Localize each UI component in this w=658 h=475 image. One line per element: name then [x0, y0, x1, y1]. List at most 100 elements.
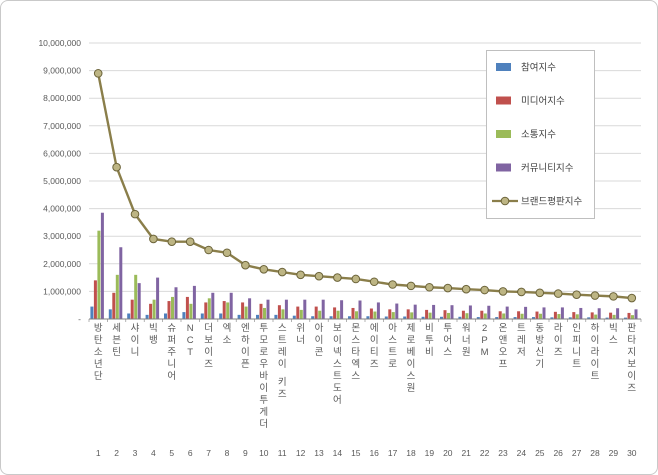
rank-label: 9	[243, 448, 248, 458]
rank-label: 15	[351, 448, 361, 458]
legend-item-0: 참여지수	[496, 62, 556, 74]
line-marker	[314, 271, 324, 281]
rank-label: 29	[609, 448, 619, 458]
bar	[597, 308, 601, 319]
bar	[579, 307, 583, 319]
bar	[616, 308, 620, 319]
bar	[495, 317, 499, 319]
bar	[156, 277, 160, 319]
bar	[450, 305, 454, 319]
bar	[318, 310, 322, 319]
y-tick-label: 4,000,000	[43, 204, 81, 214]
bar	[200, 313, 204, 319]
line-marker	[553, 289, 563, 298]
line-marker	[406, 281, 416, 291]
rank-label: 1	[96, 448, 101, 458]
bar	[299, 309, 303, 319]
rank-label: 20	[443, 448, 453, 458]
bar	[266, 299, 270, 319]
legend-label: 참여지수	[521, 62, 556, 74]
y-tick-label: 7,000,000	[43, 121, 81, 131]
line-marker	[277, 267, 287, 277]
bar	[384, 316, 388, 319]
bar	[532, 317, 535, 319]
bar-series-0	[90, 306, 627, 319]
rank-label: 21	[461, 448, 471, 458]
bar	[631, 315, 634, 319]
bar	[553, 311, 557, 319]
bar	[447, 312, 450, 319]
rank-label: 16	[369, 448, 379, 458]
bar	[487, 305, 491, 319]
line-marker	[149, 234, 158, 244]
bar	[458, 316, 462, 319]
bar	[90, 306, 94, 319]
bar	[410, 312, 414, 319]
rank-label: 7	[206, 448, 211, 458]
bar	[226, 302, 230, 319]
bar	[248, 298, 252, 319]
bar	[149, 303, 153, 319]
line-marker	[296, 270, 305, 280]
bar	[443, 310, 447, 319]
rank-label: 19	[425, 448, 435, 458]
bar	[609, 312, 613, 319]
bar	[256, 314, 259, 319]
x-axis-ticks	[88, 319, 642, 322]
bar	[259, 303, 263, 319]
bar	[284, 299, 288, 319]
line-marker	[241, 260, 250, 270]
bar	[369, 308, 373, 319]
bar	[476, 317, 480, 319]
bar	[134, 274, 138, 319]
line-marker	[333, 273, 342, 282]
line-marker	[609, 292, 618, 301]
rank-label: 2	[114, 448, 119, 458]
bar	[468, 305, 472, 319]
bar	[167, 301, 171, 319]
rank-label: 27	[572, 448, 582, 458]
bar	[321, 299, 325, 319]
rank-label: 22	[480, 448, 490, 458]
bar	[241, 302, 245, 319]
bar	[391, 312, 395, 319]
bar	[575, 314, 579, 319]
bar	[192, 285, 196, 319]
bar	[502, 313, 506, 319]
bar	[182, 312, 186, 319]
rank-label: 23	[498, 448, 508, 458]
y-tick-label: 6,000,000	[43, 148, 81, 158]
bar	[145, 314, 149, 319]
bar-series-2	[97, 230, 634, 319]
bar	[348, 316, 351, 319]
legend-bar-swatch	[496, 63, 511, 71]
bar	[550, 317, 554, 319]
bar	[185, 296, 189, 319]
legend-bar-swatch	[496, 130, 511, 138]
rank-label: 18	[406, 448, 416, 458]
bar-series-3	[100, 212, 638, 319]
line-marker	[351, 274, 361, 284]
bar	[483, 313, 487, 319]
rank-label: 6	[188, 448, 193, 458]
rank-label: 28	[590, 448, 600, 458]
bar	[425, 309, 429, 319]
line-marker	[222, 248, 232, 258]
bar	[587, 317, 591, 319]
